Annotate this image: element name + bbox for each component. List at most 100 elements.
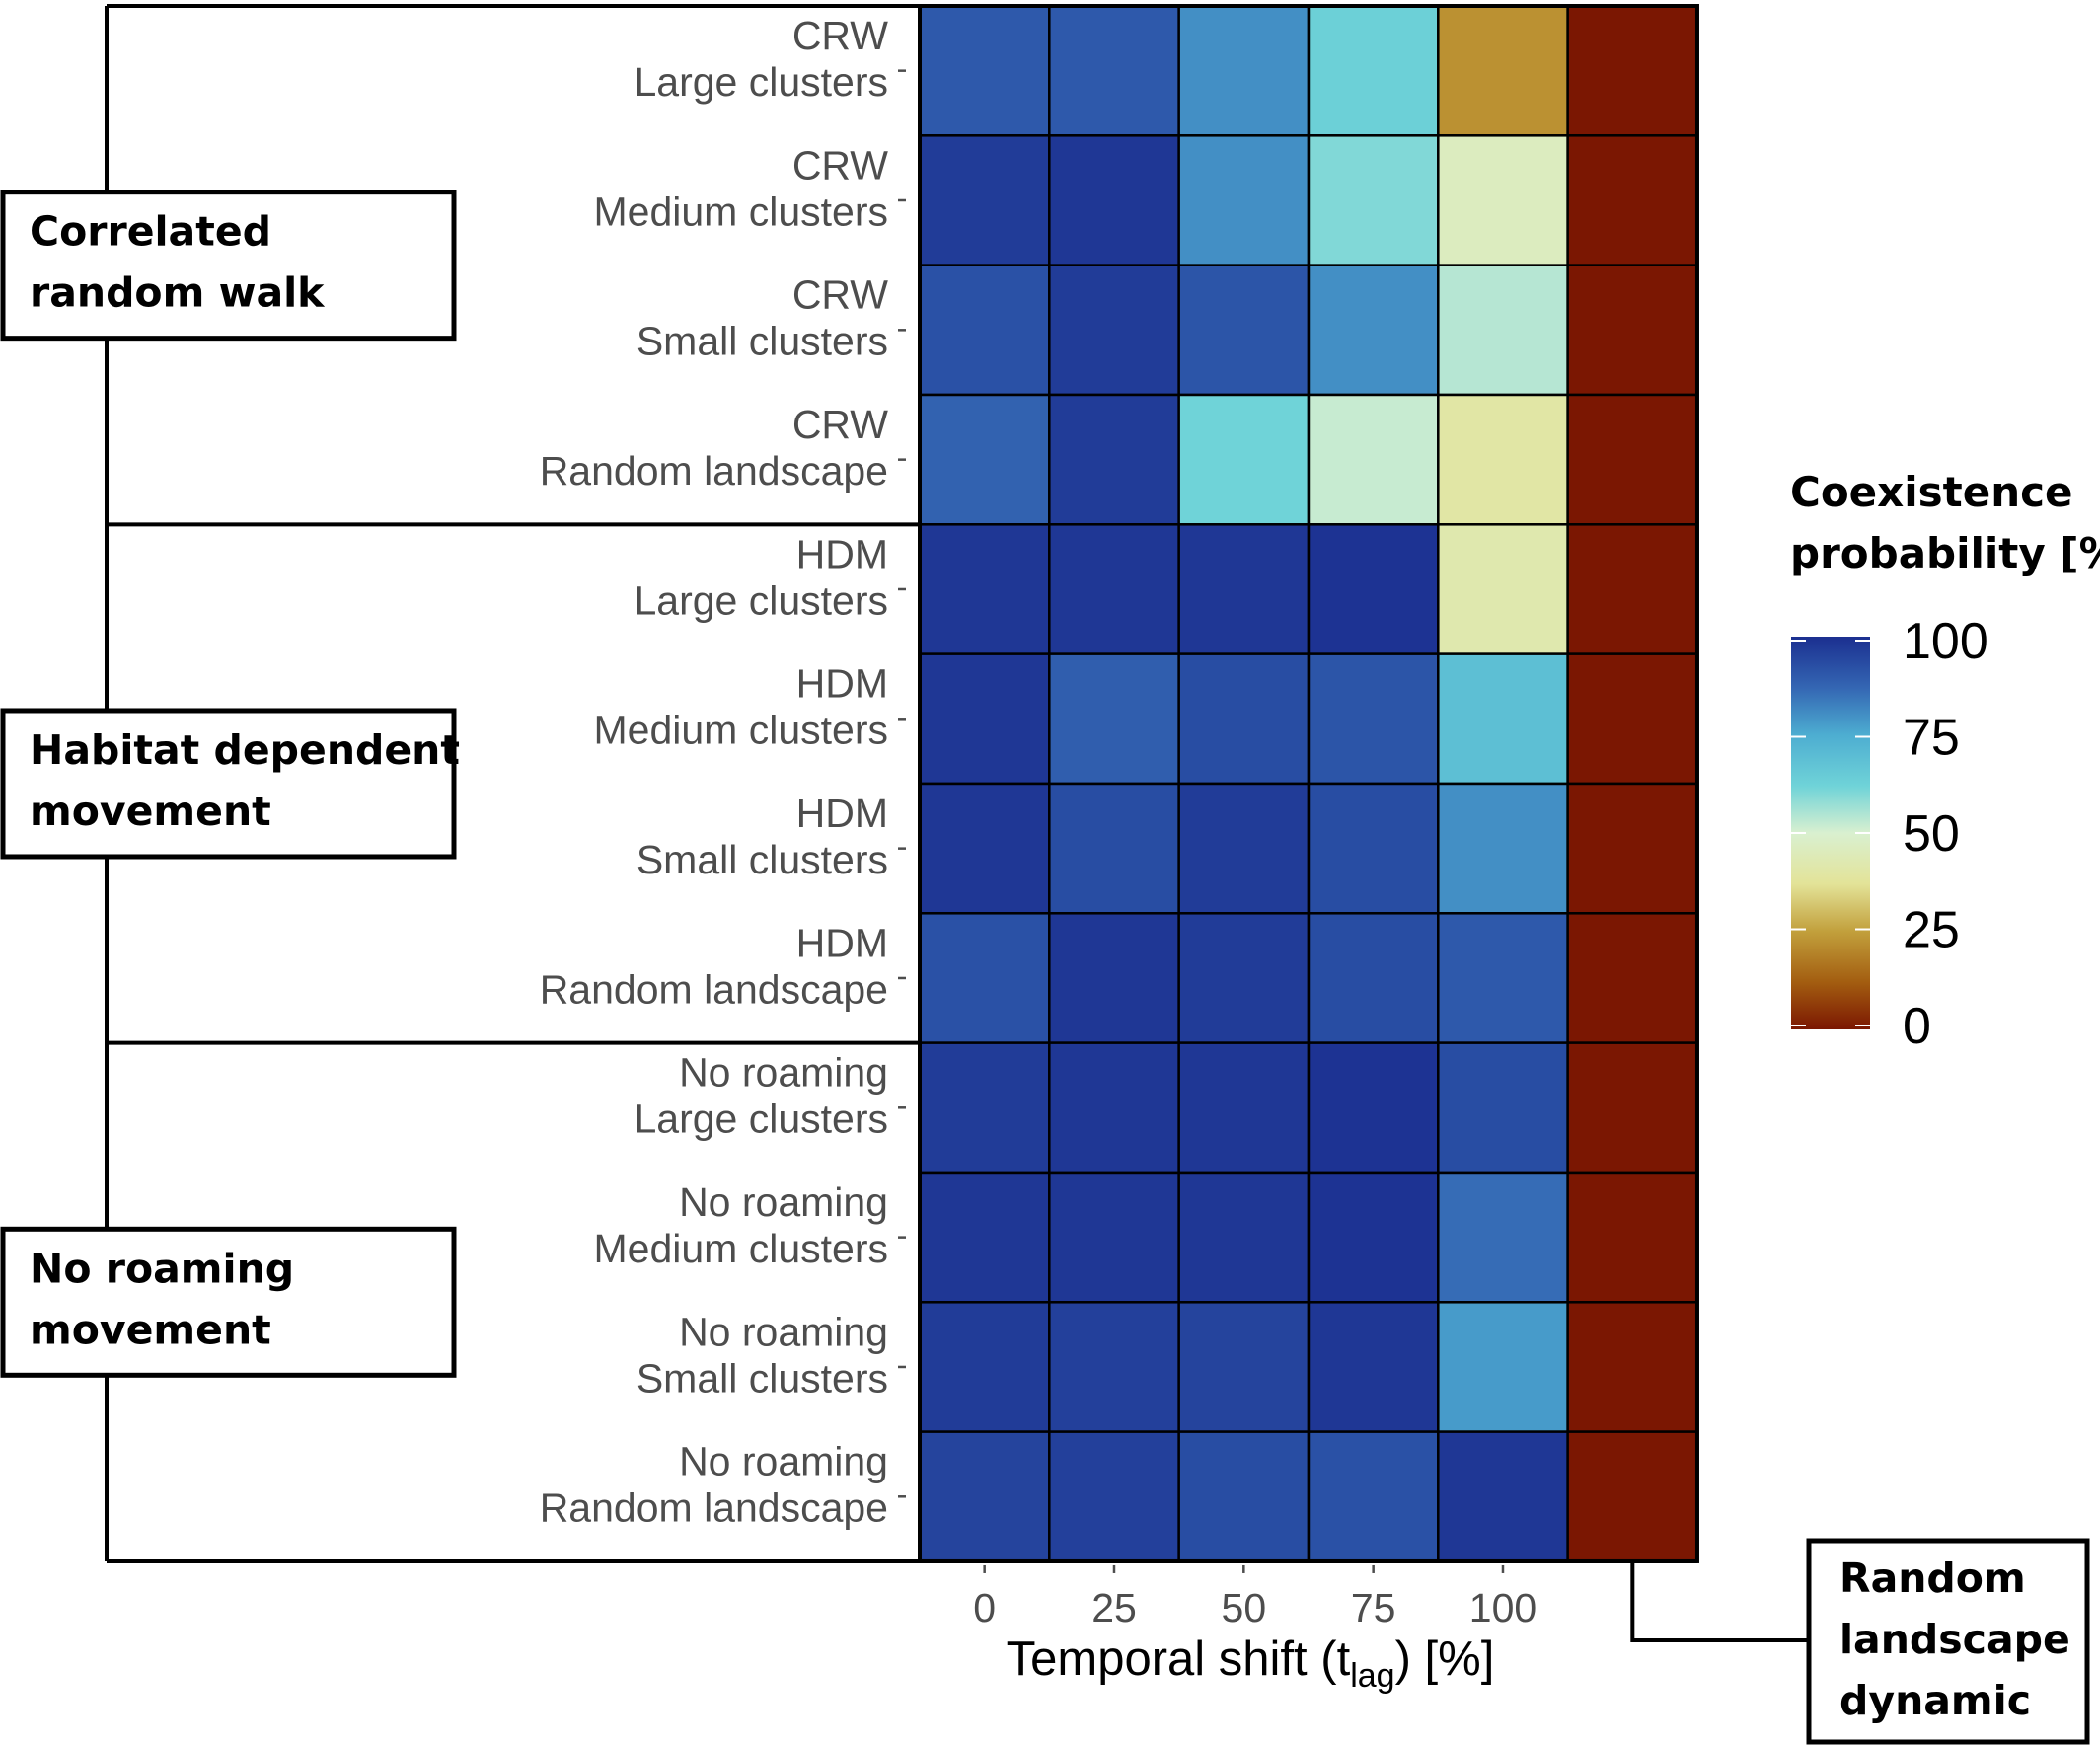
heatmap-cell — [1307, 782, 1440, 915]
heatmap-cell — [1048, 1171, 1180, 1304]
heatmap-cell — [1177, 1430, 1311, 1563]
heatmap-cell — [1566, 134, 1699, 266]
heatmap-cells — [918, 4, 1699, 1563]
heatmap-cell — [1566, 912, 1699, 1044]
heatmap-cell — [918, 134, 1051, 266]
heatmap-cell — [1307, 1041, 1440, 1175]
row-label-line-1: HDM — [796, 661, 888, 707]
group-label-box — [0, 1226, 457, 1378]
heatmap-cell — [1566, 393, 1699, 526]
heatmap-cell — [1566, 1041, 1699, 1175]
heatmap-cell — [1048, 1430, 1180, 1563]
heatmap-cell — [1566, 523, 1699, 655]
heatmap-cell — [918, 912, 1051, 1044]
heatmap-cell — [1307, 1171, 1440, 1304]
row-label-line-2: Small clusters — [637, 837, 888, 882]
legend-title-line-1: Coexistence — [1790, 468, 2073, 516]
annotation-box — [1806, 1538, 2090, 1745]
heatmap-cell — [1048, 4, 1180, 137]
heatmap-cell — [1048, 912, 1180, 1044]
heatmap-cell — [1307, 4, 1440, 137]
heatmap-cell — [1307, 264, 1440, 397]
group-label-line: random walk — [30, 269, 326, 317]
heatmap-cell — [1307, 134, 1440, 266]
heatmap-cell — [1307, 523, 1440, 655]
heatmap-cell — [1307, 393, 1440, 526]
row-label-line-2: Large clusters — [634, 577, 888, 623]
heatmap-cell — [1177, 782, 1311, 915]
heatmap-cell — [1048, 1301, 1180, 1433]
heatmap-cell — [918, 1301, 1051, 1433]
heatmap-cell — [1566, 1171, 1699, 1304]
heatmap-cell — [918, 782, 1051, 915]
heatmap-cell — [1566, 1430, 1699, 1563]
group-label-box — [0, 708, 457, 860]
legend-tick-label: 100 — [1903, 613, 1988, 670]
group-label-line: Habitat dependent — [30, 726, 460, 774]
row-label-line-2: Random landscape — [540, 448, 888, 493]
row-label-line-1: No roaming — [679, 1050, 888, 1096]
heatmap-frame — [918, 4, 1699, 1563]
heatmap-cell — [1566, 652, 1699, 786]
heatmap-cell — [1307, 1301, 1440, 1433]
heatmap-cell — [1177, 4, 1311, 137]
row-label-line-1: CRW — [792, 142, 888, 188]
heatmap-cell — [1437, 1041, 1569, 1175]
row-label-line-2: Small clusters — [637, 1355, 888, 1401]
row-label-line-1: No roaming — [679, 1439, 888, 1484]
row-label-line-1: HDM — [796, 920, 888, 965]
heatmap-cell — [1437, 393, 1569, 526]
heatmap-cell — [1566, 4, 1699, 137]
heatmap-cell — [1566, 782, 1699, 915]
heatmap-cell — [1048, 782, 1180, 915]
legend-title-line-2: probability [%] — [1790, 529, 2100, 577]
heatmap-cell — [1177, 393, 1311, 526]
heatmap-cell — [1566, 264, 1699, 397]
heatmap-cell — [918, 264, 1051, 397]
heatmap-cell — [1437, 264, 1569, 397]
row-label-line-2: Medium clusters — [594, 1226, 888, 1271]
heatmap-cell — [1177, 1171, 1311, 1304]
row-label-line-1: HDM — [796, 791, 888, 836]
heatmap-cell — [1437, 1301, 1569, 1433]
heatmap-cell — [1048, 523, 1180, 655]
group-label-line: No roaming — [30, 1245, 294, 1292]
x-tick-label: 25 — [1091, 1585, 1137, 1631]
x-tick-label: 75 — [1351, 1585, 1396, 1631]
heatmap-cell — [1437, 4, 1569, 137]
heatmap-cell — [918, 523, 1051, 655]
heatmap-cell — [918, 1430, 1051, 1563]
group-boxes: Correlated random walk Habitat dependent mo… — [0, 190, 460, 1378]
x-tick-label: 0 — [973, 1585, 996, 1631]
row-label-line-1: No roaming — [679, 1179, 888, 1225]
row-label-line-2: Random landscape — [540, 1485, 888, 1531]
heatmap-cell — [1307, 652, 1440, 786]
heatmap-cell — [1048, 1041, 1180, 1175]
x-axis: Temporal shift (tlag) [%] 0 25 50 75 100 — [973, 1564, 1537, 1695]
group-label-box — [0, 190, 457, 342]
row-label-line-1: CRW — [792, 272, 888, 318]
legend-tick-label: 50 — [1903, 805, 1960, 863]
heatmap-cell — [1177, 264, 1311, 397]
x-axis-title: Temporal shift (tlag) [%] — [1007, 1632, 1495, 1695]
heatmap-cell — [1437, 652, 1569, 786]
row-label-line-2: Random landscape — [540, 966, 888, 1012]
heatmap-cell — [918, 1041, 1051, 1175]
heatmap-cell — [918, 393, 1051, 526]
heatmap-cell — [1048, 134, 1180, 266]
legend-tick-label: 0 — [1903, 998, 1931, 1055]
legend-tick-label: 75 — [1903, 710, 1960, 767]
row-label-line-2: Large clusters — [634, 59, 888, 105]
annotation-line: Random — [1839, 1555, 2026, 1602]
heatmap-cell — [1177, 912, 1311, 1044]
heatmap-cell — [1048, 652, 1180, 786]
heatmap-cell — [1177, 523, 1311, 655]
legend: Coexistence probability [%] 100 75 50 25 0 — [1790, 468, 2100, 1055]
heatmap-cell — [1437, 912, 1569, 1044]
x-tick-label: 100 — [1469, 1585, 1537, 1631]
heatmap-cell — [1177, 134, 1311, 266]
row-label-line-1: CRW — [792, 13, 888, 58]
heatmap-cell — [1437, 523, 1569, 655]
annotation-connector — [1630, 1560, 1809, 1642]
